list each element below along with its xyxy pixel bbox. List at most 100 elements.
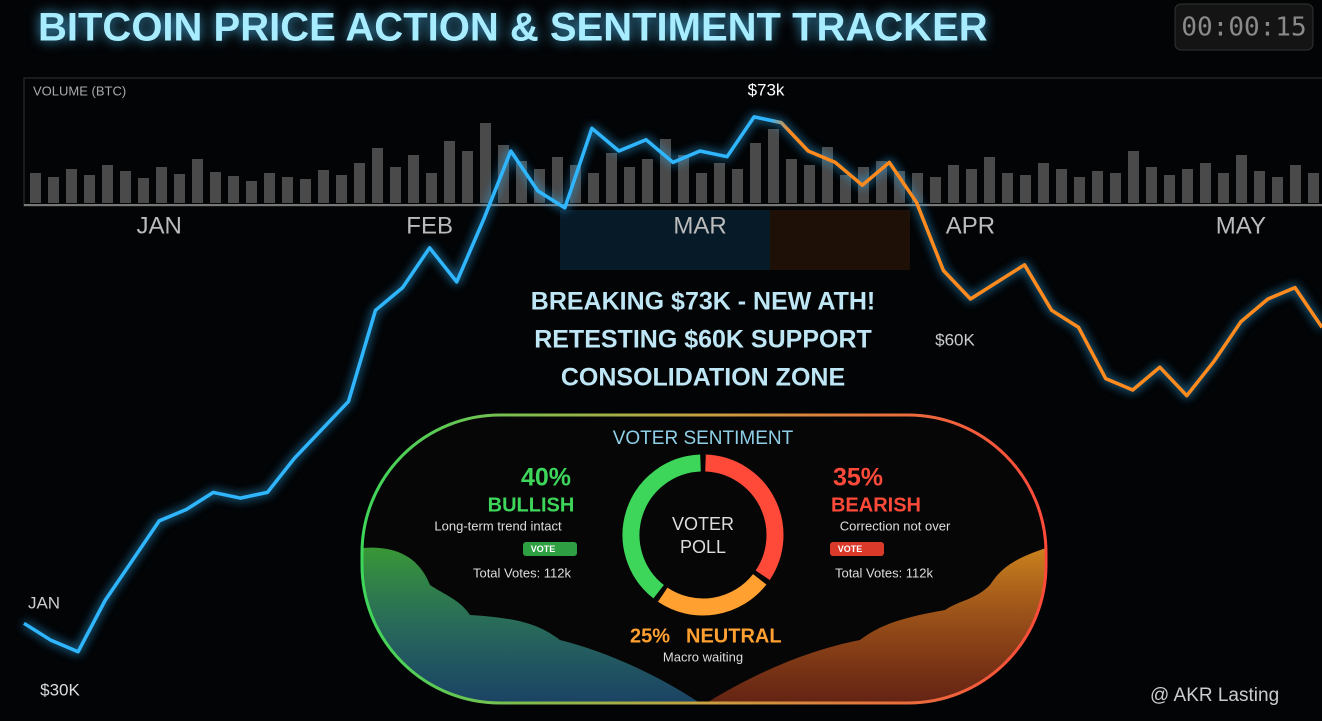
volume-bar — [462, 151, 473, 203]
annotation: JAN — [28, 593, 60, 612]
volume-bar — [192, 159, 203, 203]
volume-bar — [750, 143, 761, 203]
volume-bar — [732, 169, 743, 203]
timer: 00:00:15 — [1181, 13, 1306, 43]
volume-bar — [1200, 163, 1211, 203]
volume-bar — [948, 165, 959, 203]
bearish-area — [703, 548, 1046, 703]
volume-bar — [480, 123, 491, 203]
x-tick-label: MAY — [1216, 212, 1266, 239]
volume-bar — [444, 141, 455, 203]
donut-segment — [622, 454, 702, 599]
volume-bar — [1308, 173, 1319, 203]
donut-segment — [704, 454, 784, 581]
volume-bar — [804, 165, 815, 203]
headline: RETESTING $60K SUPPORT — [534, 326, 872, 354]
volume-bar — [318, 170, 329, 203]
volume-bar — [588, 173, 599, 203]
volume-bar — [660, 139, 671, 203]
bullish-label: BULLISH — [488, 494, 575, 516]
volume-bar — [300, 179, 311, 203]
panel-border — [360, 413, 1048, 705]
volume-bar — [102, 165, 113, 203]
annotation: $60K — [935, 330, 975, 349]
volume-bar — [894, 171, 905, 203]
volume-bar — [1074, 177, 1085, 203]
center-label: POLL — [680, 537, 726, 557]
annotation: $30K — [40, 680, 80, 699]
volume-bar — [822, 147, 833, 203]
volume-bar — [552, 157, 563, 203]
neutral-pct: 25% — [630, 625, 670, 647]
volume-bar — [516, 161, 527, 203]
neutral-note: Macro waiting — [663, 649, 743, 664]
volume-bar — [138, 178, 149, 203]
volume-bar — [966, 169, 977, 203]
bearish-total: Total Votes: 112k — [835, 565, 934, 580]
volume-bar — [408, 155, 419, 203]
vote-button[interactable] — [523, 542, 577, 556]
volume-bar — [1002, 173, 1013, 203]
volume-bar — [246, 181, 257, 203]
volume-bar — [84, 175, 95, 203]
highlight — [770, 210, 910, 270]
volume-bar — [1164, 175, 1175, 203]
neutral-label: NEUTRAL — [686, 625, 782, 647]
donut-segment — [657, 573, 767, 616]
volume-bar — [390, 167, 401, 203]
volume-bar — [786, 159, 797, 203]
volume-bar — [1020, 175, 1031, 203]
volume-bar — [1092, 171, 1103, 203]
volume-bar — [696, 173, 707, 203]
volume-bar — [372, 148, 383, 203]
volume-bar — [840, 175, 851, 203]
price-line — [23, 115, 1322, 654]
x-tick-label: JAN — [137, 212, 182, 239]
volume-bar — [1218, 173, 1229, 203]
volume-bar — [264, 173, 275, 203]
volume-bar — [624, 167, 635, 203]
volume-bar — [210, 172, 221, 203]
center-label: VOTER — [672, 514, 734, 534]
volume-bar — [678, 155, 689, 203]
volume-bar — [156, 167, 167, 203]
volume-bar — [1236, 155, 1247, 203]
vote-text[interactable]: VOTE — [531, 544, 556, 554]
volume-bar — [30, 173, 41, 203]
x-tick-label: APR — [946, 212, 995, 239]
bearish-note: Correction not over — [840, 518, 951, 533]
panel-title: VOTER SENTIMENT — [613, 428, 794, 449]
vote-text[interactable]: VOTE — [838, 544, 863, 554]
volume-bar — [1290, 165, 1301, 203]
timer-box — [1174, 3, 1314, 51]
volume-bar — [174, 174, 185, 203]
volume-bar — [282, 177, 293, 203]
volume-bar — [1182, 169, 1193, 203]
volume-bar — [228, 176, 239, 203]
vote-button[interactable] — [830, 542, 884, 556]
volume-bar — [1146, 167, 1157, 203]
x-tick-label: MAR — [673, 212, 726, 239]
volume-bar — [876, 161, 887, 203]
bearish-label: BEARISH — [831, 494, 921, 516]
volume-bar — [1056, 169, 1067, 203]
volume-bar — [1128, 151, 1139, 203]
bearish-pct: 35% — [833, 464, 883, 492]
bullish-pct: 40% — [521, 464, 571, 492]
volume-bar — [426, 173, 437, 203]
bullish-total: Total Votes: 112k — [473, 565, 572, 580]
volume-bar — [570, 165, 581, 203]
headline: BREAKING $73K - NEW ATH! — [531, 288, 875, 316]
bullish-note: Long-term trend intact — [434, 518, 562, 533]
volume-bar — [768, 129, 779, 203]
volume-bar — [1110, 173, 1121, 203]
volume-bar — [1272, 177, 1283, 203]
volume-bar — [120, 171, 131, 203]
bullish-area — [362, 547, 703, 703]
volume-bar — [930, 177, 941, 203]
sentiment-panel — [360, 413, 1048, 705]
volume-bar — [606, 153, 617, 203]
volume-bar — [336, 175, 347, 203]
volume-bar — [48, 177, 59, 203]
headline: CONSOLIDATION ZONE — [561, 364, 845, 392]
